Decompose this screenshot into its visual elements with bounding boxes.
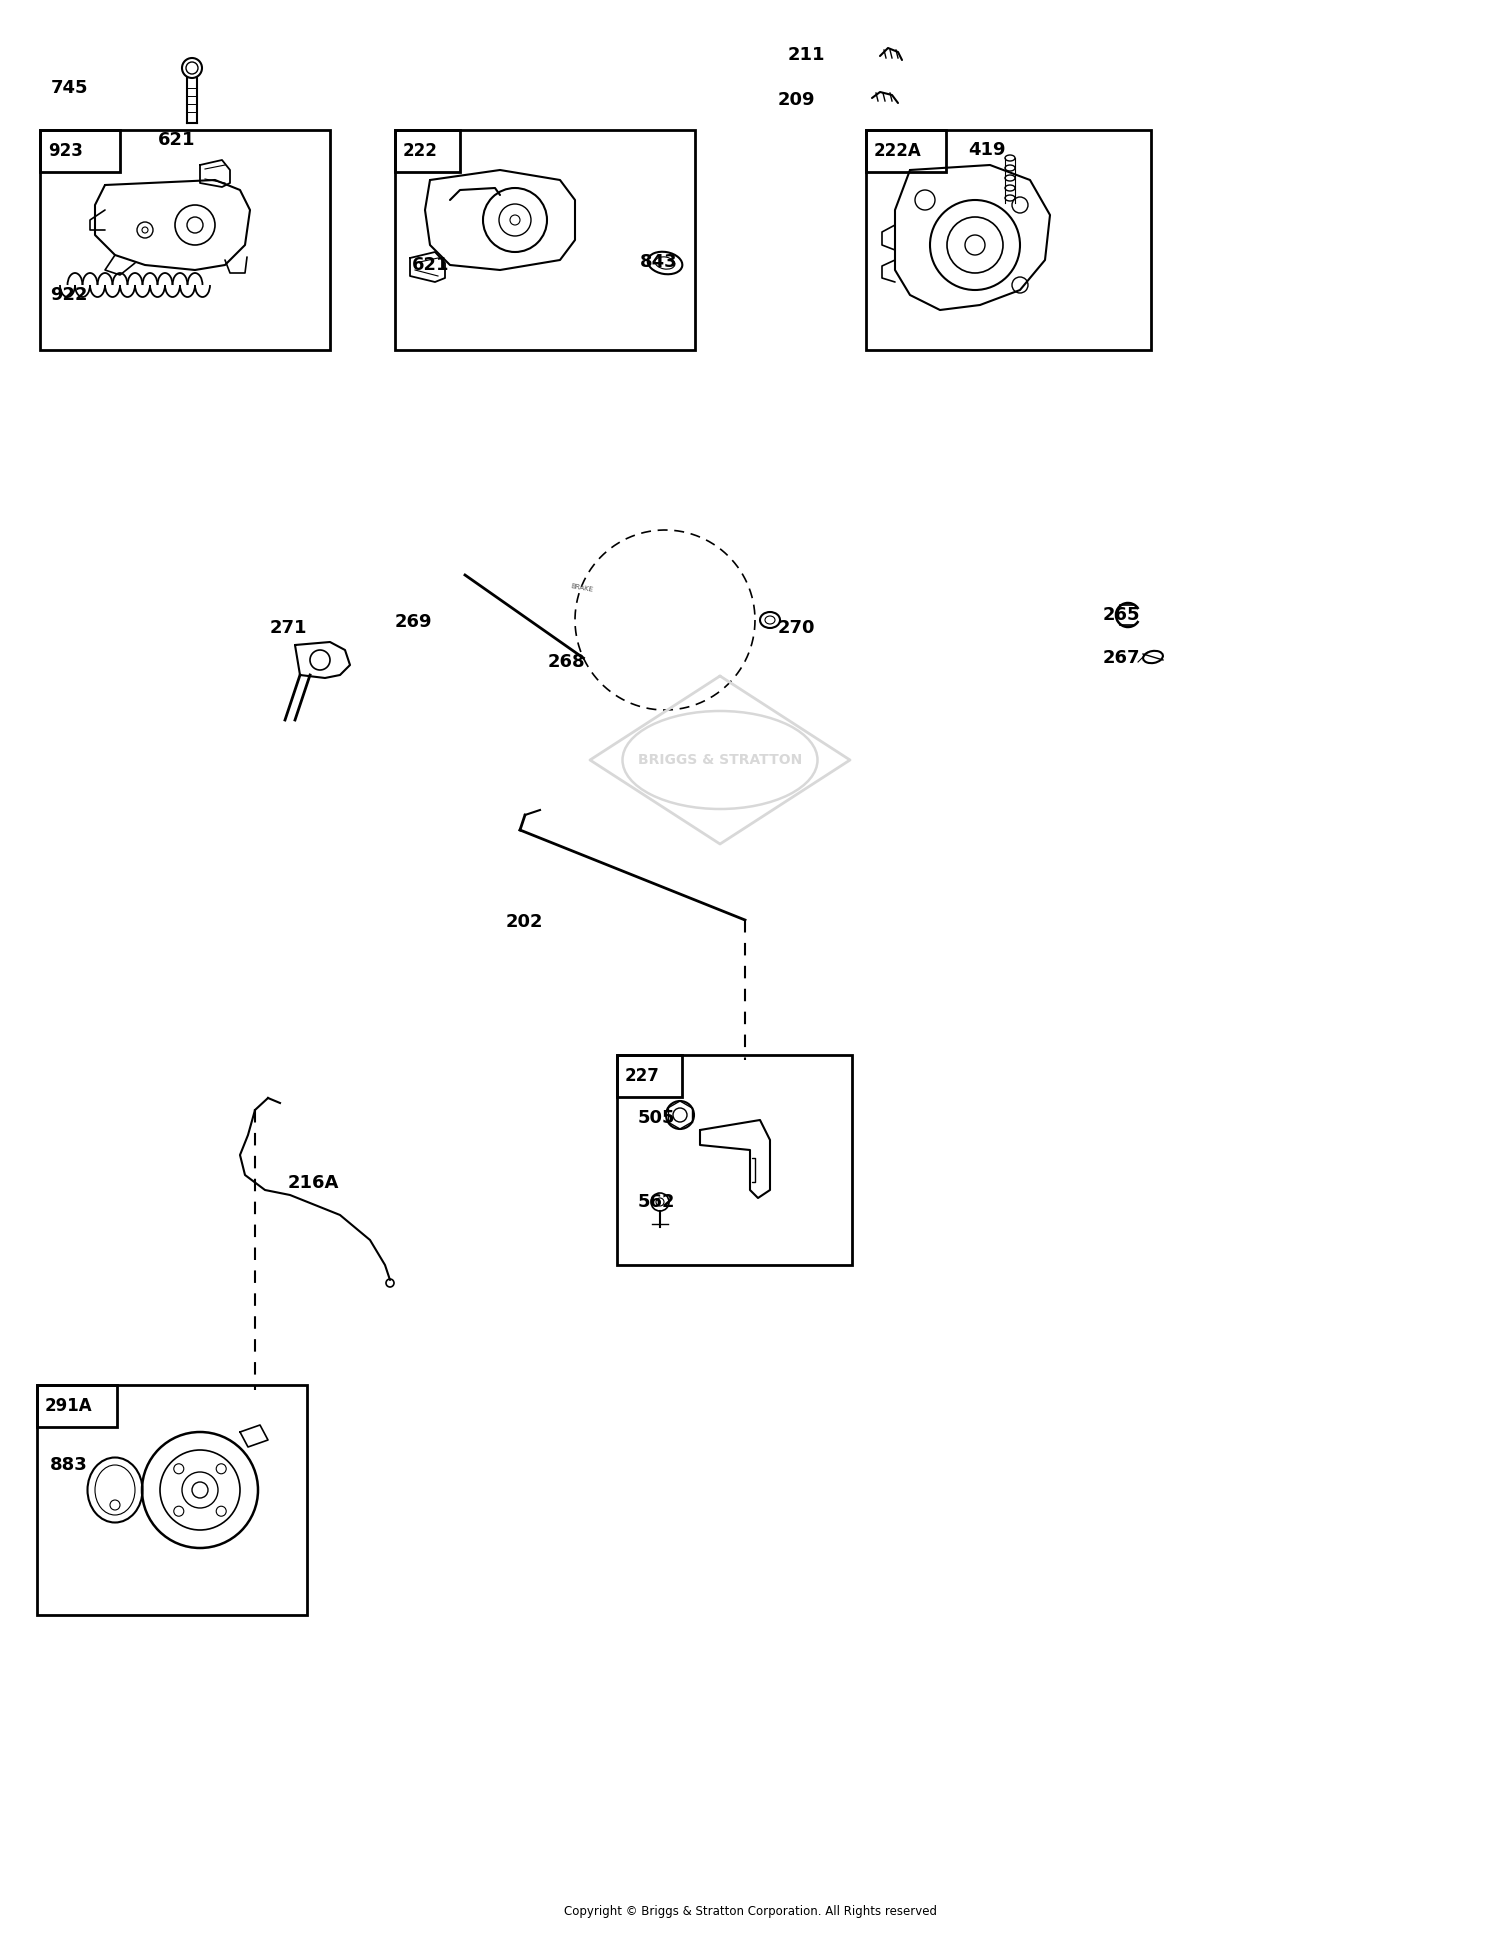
Text: 562: 562 bbox=[638, 1194, 675, 1211]
Text: 922: 922 bbox=[50, 285, 87, 305]
Text: 216A: 216A bbox=[288, 1174, 339, 1192]
Text: 222: 222 bbox=[404, 142, 438, 159]
Text: 419: 419 bbox=[968, 142, 1005, 159]
Text: 222A: 222A bbox=[874, 142, 921, 159]
Text: 270: 270 bbox=[778, 619, 816, 637]
Text: 265: 265 bbox=[1102, 606, 1140, 623]
Bar bbox=[40, 130, 330, 349]
Bar bbox=[40, 130, 120, 173]
Bar bbox=[865, 130, 1150, 349]
Text: 227: 227 bbox=[626, 1068, 660, 1085]
Bar bbox=[394, 130, 694, 349]
Text: Copyright © Briggs & Stratton Corporation. All Rights reserved: Copyright © Briggs & Stratton Corporatio… bbox=[564, 1904, 936, 1918]
Text: 883: 883 bbox=[50, 1456, 87, 1473]
Text: 271: 271 bbox=[270, 619, 308, 637]
Text: 843: 843 bbox=[640, 252, 678, 272]
Bar bbox=[616, 1056, 852, 1266]
Text: 621: 621 bbox=[158, 130, 195, 149]
Text: 202: 202 bbox=[506, 912, 543, 932]
Text: 269: 269 bbox=[394, 613, 432, 631]
Bar bbox=[38, 1386, 308, 1615]
Text: 291A: 291A bbox=[45, 1398, 93, 1415]
Text: 211: 211 bbox=[788, 47, 825, 64]
Text: 209: 209 bbox=[777, 91, 814, 109]
Bar bbox=[38, 1386, 117, 1427]
Text: 923: 923 bbox=[48, 142, 82, 159]
Text: 621: 621 bbox=[413, 256, 450, 274]
Bar bbox=[865, 130, 946, 173]
Bar bbox=[616, 1056, 682, 1097]
Text: BRAKE: BRAKE bbox=[570, 582, 594, 594]
Bar bbox=[394, 130, 460, 173]
Text: 505: 505 bbox=[638, 1108, 675, 1128]
Text: BRIGGS & STRATTON: BRIGGS & STRATTON bbox=[638, 753, 802, 767]
Text: 267: 267 bbox=[1102, 648, 1140, 668]
Text: 268: 268 bbox=[548, 652, 585, 672]
Text: 745: 745 bbox=[51, 80, 88, 97]
